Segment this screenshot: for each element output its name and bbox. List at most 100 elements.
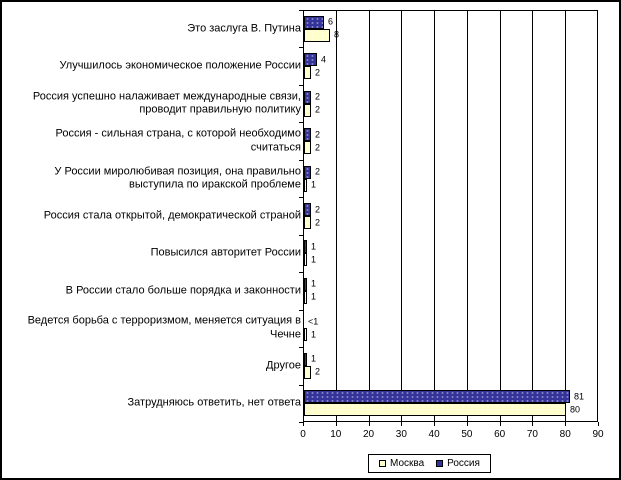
y-axis-tick: [299, 122, 303, 123]
x-axis-tick: [565, 422, 567, 426]
category-label: Россия успешно налаживает международные …: [32, 90, 301, 116]
x-axis-tick: [303, 422, 304, 426]
gridline: [565, 11, 567, 421]
category-label: Улучшилось экономическое положение Росси…: [59, 59, 301, 72]
bar-moscow: [304, 365, 311, 379]
bar-moscow: [304, 103, 311, 117]
x-axis-tick-label: 80: [559, 429, 571, 440]
y-axis-tick: [299, 160, 303, 161]
value-label: 2: [315, 67, 321, 78]
bar-russia: [304, 165, 311, 179]
x-axis-tick-label: 90: [592, 429, 604, 440]
legend-item: Россия: [436, 458, 480, 469]
gridline: [434, 11, 436, 421]
legend: Москва Россия: [368, 454, 491, 473]
bar-russia: [304, 90, 311, 104]
x-axis-tick-label: 20: [362, 429, 375, 440]
category-label: Затрудняюсь ответить, нет ответа: [127, 396, 301, 409]
bar-moscow: [304, 141, 311, 155]
value-label: 2: [315, 104, 321, 115]
value-label: 1: [311, 179, 317, 190]
y-axis-tick: [299, 310, 303, 311]
legend-swatch-россия: [436, 460, 444, 467]
category-label: Россия стала открытой, демократической с…: [43, 209, 301, 222]
value-label: 1: [311, 353, 317, 364]
x-axis-tick-label: 50: [461, 429, 473, 440]
bar-moscow: [304, 290, 307, 304]
x-axis-tick-label: 60: [494, 429, 506, 440]
gridline: [532, 11, 534, 421]
plot-area: [303, 10, 598, 422]
x-axis-tick: [368, 422, 370, 426]
value-label: 2: [315, 217, 321, 227]
x-axis-tick-label: 70: [526, 429, 538, 440]
gridline: [499, 11, 501, 421]
y-axis-tick: [299, 235, 303, 236]
legend-item: Москва: [379, 458, 424, 469]
y-axis-tick: [299, 47, 303, 48]
bar-moscow: [304, 28, 330, 42]
value-label: 4: [321, 54, 327, 65]
legend-swatch-москва: [379, 460, 386, 467]
value-label: 81: [574, 391, 585, 402]
gridline: [368, 11, 370, 421]
value-label: 8: [334, 29, 340, 40]
x-axis-tick: [499, 422, 501, 426]
x-axis-tick: [401, 422, 403, 426]
bar-russia: [304, 240, 307, 254]
x-axis-tick: [466, 422, 468, 426]
category-label: Ведется борьба с терроризмом, меняется с…: [27, 314, 301, 341]
y-axis-tick: [299, 85, 303, 86]
bar-moscow: [304, 253, 307, 267]
bar-moscow: [304, 216, 311, 229]
y-axis-tick: [299, 272, 303, 273]
x-axis-tick: [434, 422, 436, 426]
value-label: 80: [570, 404, 581, 415]
bar-moscow: [304, 328, 307, 342]
value-label: 1: [311, 329, 317, 340]
x-axis-tick-label: 0: [300, 429, 306, 440]
value-label: 2: [315, 129, 321, 140]
category-label: Россия - сильная страна, с которой необх…: [55, 127, 301, 154]
category-label: У России миролюбивая позиция, она правил…: [54, 165, 301, 191]
x-axis-tick-label: 40: [428, 429, 440, 440]
bar-russia: [304, 277, 307, 291]
x-axis-tick-label: 10: [330, 429, 342, 440]
value-label: 1: [311, 291, 317, 302]
value-label: <1: [308, 316, 319, 327]
x-axis-tick: [532, 422, 534, 426]
bar-russia: [304, 352, 307, 366]
value-label: 2: [315, 204, 321, 214]
gridline: [466, 11, 468, 421]
value-label: 1: [311, 278, 317, 289]
bar-moscow: [304, 66, 311, 80]
value-label: 6: [328, 16, 334, 27]
bar-russia: [304, 390, 570, 404]
x-axis-tick: [598, 422, 599, 426]
value-label: 2: [315, 91, 321, 102]
bar-russia: [304, 203, 311, 216]
category-label: Другое: [266, 359, 301, 372]
value-label: 2: [315, 142, 321, 153]
value-label: 2: [315, 166, 321, 177]
legend-label: Москва: [390, 458, 425, 469]
value-label: 1: [311, 254, 317, 265]
category-label: Это заслуга В. Путина: [187, 21, 301, 34]
y-axis-tick: [299, 422, 303, 423]
y-axis-tick: [299, 385, 303, 386]
gridline: [335, 11, 337, 421]
bar-russia: [304, 128, 311, 142]
bar-russia: [304, 53, 317, 67]
x-axis-tick: [335, 422, 337, 426]
y-axis-tick: [299, 10, 303, 11]
value-label: 1: [311, 241, 317, 252]
bar-moscow: [304, 178, 307, 192]
y-axis-tick: [299, 347, 303, 348]
value-label: 2: [315, 366, 321, 377]
y-axis-tick: [299, 197, 303, 198]
category-label: Повысился авторитет России: [150, 246, 301, 259]
legend-label: Россия: [447, 458, 480, 469]
category-label: В России стало больше порядка и законнос…: [65, 284, 301, 297]
bar-russia: [304, 15, 324, 29]
